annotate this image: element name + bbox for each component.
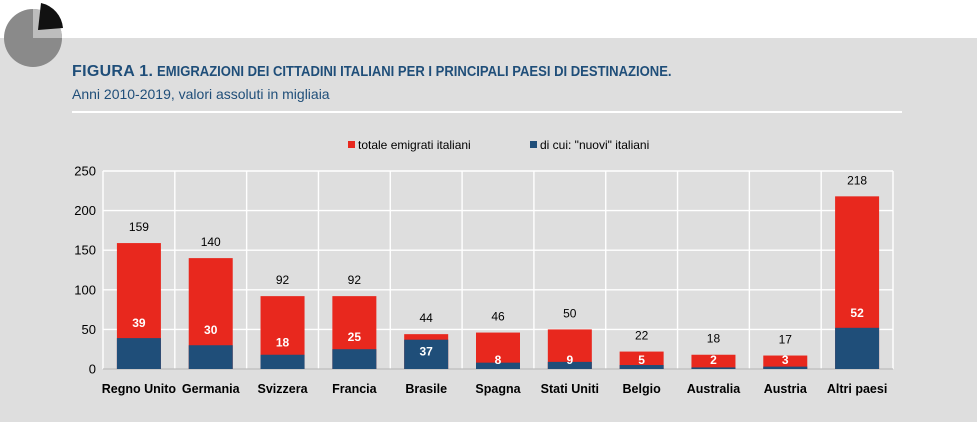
- data-label-total: 140: [201, 235, 221, 249]
- x-tick-label: Francia: [332, 382, 378, 396]
- bar-new: [116, 338, 161, 369]
- bar-new: [188, 345, 233, 369]
- data-label-new: 2: [710, 353, 717, 367]
- data-label-new: 39: [132, 316, 146, 330]
- x-tick-label: Brasile: [405, 382, 447, 396]
- bar-new: [476, 362, 520, 369]
- bar-total: [691, 354, 736, 369]
- data-label-new: 25: [348, 330, 362, 344]
- bar-new: [260, 354, 305, 369]
- data-label-total: 17: [779, 333, 793, 347]
- x-tick-label: Austria: [764, 382, 808, 396]
- data-label-new: 8: [495, 353, 502, 367]
- x-tick-label: Germania: [182, 382, 241, 396]
- bar-total: [763, 355, 808, 369]
- x-tick-label: Belgio: [623, 382, 662, 396]
- y-tick-label: 50: [82, 322, 96, 337]
- bar-new: [404, 339, 449, 369]
- y-tick-label: 150: [74, 243, 96, 258]
- data-label-new: 52: [850, 306, 864, 320]
- legend-label-new: di cui: "nuovi" italiani: [540, 138, 649, 152]
- data-label-new: 5: [638, 353, 645, 367]
- data-label-total: 44: [420, 311, 434, 325]
- data-label-total: 22: [635, 329, 649, 343]
- data-label-total: 159: [129, 220, 149, 234]
- data-label-new: 37: [420, 345, 434, 359]
- x-tick-label: Spagna: [475, 382, 521, 396]
- bar-new: [547, 361, 592, 369]
- data-label-total: 218: [847, 173, 867, 187]
- data-label-total: 18: [707, 332, 721, 346]
- data-label-total: 92: [276, 273, 290, 287]
- pie-chart-logo-icon: [4, 3, 63, 67]
- data-label-new: 3: [782, 353, 789, 367]
- legend-label-total: totale emigrati italiani: [358, 138, 471, 152]
- figure-title: FIGURA 1. EMIGRAZIONI DEI CITTADINI ITAL…: [72, 63, 952, 81]
- x-tick-label: Stati Uniti: [541, 382, 599, 396]
- figure-title-text: EMIGRAZIONI DEI CITTADINI ITALIANI PER I…: [157, 64, 672, 80]
- figure-label: FIGURA 1.: [72, 63, 154, 80]
- x-tick-label: Svizzera: [258, 382, 309, 396]
- x-tick-label: Altri paesi: [827, 382, 887, 396]
- x-tick-label: Regno Unito: [102, 382, 177, 396]
- data-label-new: 18: [276, 336, 290, 350]
- x-tick-label: Australia: [687, 382, 742, 396]
- bar-new: [763, 366, 808, 369]
- legend-swatch-new: [530, 141, 537, 148]
- y-tick-label: 100: [74, 282, 96, 297]
- data-label-new: 9: [566, 353, 573, 367]
- bar-new: [835, 327, 880, 369]
- bar-new: [619, 365, 664, 369]
- y-tick-label: 0: [89, 362, 96, 377]
- bar-new: [332, 349, 377, 369]
- data-label-total: 46: [491, 310, 505, 324]
- bar-total: [619, 351, 664, 369]
- data-label-total: 92: [348, 273, 362, 287]
- figure-subtitle: Anni 2010-2019, valori assoluti in migli…: [72, 86, 330, 102]
- legend-swatch-total: [348, 141, 355, 148]
- y-tick-label: 200: [74, 203, 96, 218]
- data-label-total: 50: [563, 306, 577, 320]
- data-label-new: 30: [204, 323, 218, 337]
- y-tick-label: 250: [74, 164, 96, 179]
- title-divider: [72, 111, 902, 113]
- bar-new: [691, 367, 736, 369]
